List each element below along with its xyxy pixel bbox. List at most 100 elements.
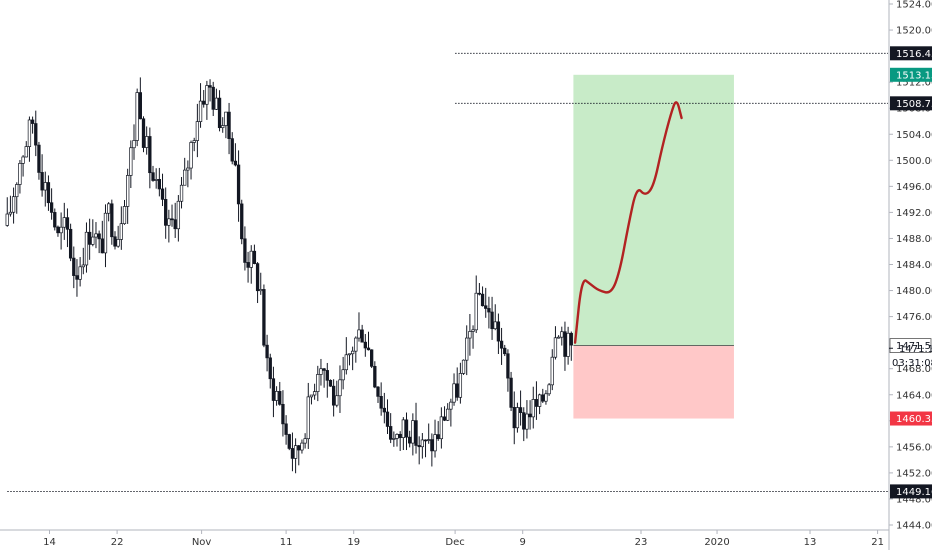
candle-down xyxy=(404,419,409,438)
candle-up xyxy=(515,407,520,429)
candle-up xyxy=(189,142,193,169)
y-tick-label: 1444.00 xyxy=(896,521,932,532)
candle-up xyxy=(129,147,133,176)
candle-down xyxy=(211,86,215,110)
candle-up xyxy=(465,337,469,361)
y-tick-label: 1480.00 xyxy=(896,286,932,297)
candle-up xyxy=(21,156,25,164)
position-zones[interactable] xyxy=(573,74,734,419)
candle-down xyxy=(148,136,152,174)
candle-down xyxy=(455,383,459,398)
candle-down xyxy=(246,262,250,268)
candle-down xyxy=(110,203,114,238)
y-tick-label: 1500.00 xyxy=(896,156,932,167)
candle-down xyxy=(56,226,60,234)
candle-up xyxy=(5,213,9,226)
candle-up xyxy=(78,266,82,280)
x-tick-label: 19 xyxy=(347,537,360,548)
candle-up xyxy=(566,332,570,357)
candle-down xyxy=(366,347,371,351)
candle-up xyxy=(395,433,399,439)
candle-down xyxy=(503,347,507,355)
y-tick-label: 1520.00 xyxy=(896,26,932,37)
candle-down xyxy=(370,349,374,367)
candle-up xyxy=(154,179,158,181)
candle-up xyxy=(176,200,181,230)
candle-down xyxy=(509,377,513,408)
candle-down xyxy=(30,119,35,124)
x-tick-label: 13 xyxy=(804,537,817,548)
candle-up xyxy=(544,393,548,402)
candlestick-series xyxy=(5,77,573,474)
candle-up xyxy=(205,85,209,105)
loss-zone[interactable] xyxy=(573,345,734,419)
candle-down xyxy=(328,379,333,387)
candle-down xyxy=(522,412,526,430)
entry-badge: 1471.55 xyxy=(896,341,932,352)
stop-badge: 1460.35 xyxy=(896,414,932,425)
candle-down xyxy=(287,434,291,449)
candle-up xyxy=(493,321,497,330)
candle-up xyxy=(531,399,535,418)
x-tick-label: 2020 xyxy=(704,537,729,548)
y-tick-label: 1504.00 xyxy=(896,130,932,141)
candle-up xyxy=(116,239,120,247)
candle-down xyxy=(40,172,44,191)
level-badge-1-bg xyxy=(890,96,932,111)
candle-up xyxy=(106,203,111,214)
projection-curve[interactable] xyxy=(573,101,683,344)
candle-up xyxy=(338,379,342,397)
price-badges: 1516.43 1508.75 1449.16 1513.13 1460.35 1471.… xyxy=(889,46,932,499)
candle-up xyxy=(27,119,32,147)
candle-up xyxy=(392,438,396,440)
candle-down xyxy=(268,357,272,380)
candle-down xyxy=(408,436,412,444)
candle-down xyxy=(252,250,257,264)
candle-up xyxy=(132,140,136,149)
profit-zone[interactable] xyxy=(573,74,734,346)
y-tick-label: 1512.00 xyxy=(896,78,932,89)
candle-up xyxy=(192,140,196,143)
candle-up xyxy=(537,394,542,407)
candle-down xyxy=(65,217,70,230)
candle-down xyxy=(417,445,421,448)
candle-down xyxy=(262,289,266,346)
x-tick-label: 9 xyxy=(520,537,526,548)
candle-up xyxy=(347,353,352,356)
x-tick-label: 23 xyxy=(635,537,648,548)
candle-up xyxy=(186,167,190,171)
candle-up xyxy=(427,439,431,441)
horizontal-levels[interactable] xyxy=(7,52,888,492)
candle-up xyxy=(84,231,89,266)
candle-up xyxy=(312,391,317,396)
candle-down xyxy=(528,413,532,418)
candle-up xyxy=(303,438,307,444)
y-tick-label: 1456.00 xyxy=(896,442,932,453)
candle-up xyxy=(306,396,310,440)
candle-down xyxy=(284,423,288,435)
candle-down xyxy=(499,340,504,349)
candle-up xyxy=(420,439,425,448)
y-tick-label: 1496.00 xyxy=(896,182,932,193)
candle-up xyxy=(62,217,66,228)
candle-up xyxy=(259,289,263,292)
level-badge-2: 1449.16 xyxy=(896,487,932,498)
candle-up xyxy=(293,445,298,459)
candle-down xyxy=(233,160,238,166)
candle-down xyxy=(236,164,241,205)
level-badge-0-bg xyxy=(890,46,932,61)
candle-up xyxy=(300,442,304,451)
projection-path[interactable] xyxy=(573,101,683,344)
candle-down xyxy=(484,305,488,309)
candle-down xyxy=(382,407,386,413)
candle-down xyxy=(243,238,247,263)
candle-up xyxy=(103,212,108,254)
entry-badge-border xyxy=(889,338,932,353)
candle-down xyxy=(541,394,545,402)
candle-down xyxy=(281,403,285,425)
y-tick-label: 1468.00 xyxy=(896,364,932,375)
candle-down xyxy=(385,411,390,427)
candle-down xyxy=(265,344,269,359)
